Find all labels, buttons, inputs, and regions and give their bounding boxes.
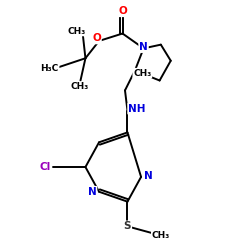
Text: CH₃: CH₃ — [68, 26, 86, 36]
Text: N: N — [144, 171, 152, 181]
Text: S: S — [124, 221, 131, 231]
Text: CH₃: CH₃ — [70, 82, 88, 91]
Text: H₃C: H₃C — [40, 64, 59, 73]
Text: N: N — [139, 42, 148, 52]
Text: CH₃: CH₃ — [133, 68, 152, 78]
Text: Cl: Cl — [40, 162, 51, 172]
Text: N: N — [88, 187, 96, 197]
Text: CH₃: CH₃ — [152, 231, 170, 240]
Text: NH: NH — [128, 104, 146, 114]
Text: O: O — [118, 6, 127, 16]
Text: O: O — [92, 34, 101, 43]
